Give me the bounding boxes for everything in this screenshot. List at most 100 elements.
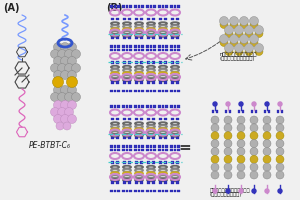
Bar [140, 18, 143, 20]
Circle shape [68, 114, 76, 123]
Bar [176, 81, 179, 84]
Circle shape [263, 147, 271, 155]
Circle shape [245, 47, 253, 55]
Circle shape [237, 147, 245, 155]
Bar [147, 161, 150, 164]
Bar [117, 105, 120, 108]
Circle shape [224, 116, 232, 124]
Bar [128, 161, 131, 164]
Circle shape [237, 163, 245, 171]
Bar [165, 48, 168, 51]
Circle shape [71, 49, 80, 58]
Bar [129, 45, 132, 47]
Bar [174, 90, 176, 92]
Bar [162, 5, 164, 7]
Bar [128, 181, 131, 184]
Circle shape [244, 25, 253, 34]
Bar [177, 190, 180, 192]
Bar [177, 45, 180, 47]
Bar [162, 190, 164, 192]
Bar [135, 181, 138, 184]
Bar [140, 136, 143, 139]
Bar [122, 48, 125, 51]
Circle shape [263, 124, 271, 132]
Bar [153, 5, 156, 7]
Circle shape [224, 25, 233, 34]
Circle shape [276, 155, 284, 163]
Bar [140, 181, 143, 184]
Circle shape [237, 171, 245, 179]
Bar [153, 148, 156, 151]
Circle shape [50, 92, 59, 102]
Circle shape [213, 189, 217, 193]
Bar [171, 181, 174, 184]
Bar [141, 48, 144, 51]
Circle shape [250, 38, 258, 46]
Circle shape [250, 21, 258, 28]
Bar [117, 90, 120, 92]
Bar [176, 161, 179, 164]
Bar [162, 148, 164, 151]
Bar [177, 148, 180, 151]
Bar [171, 117, 174, 120]
Bar [162, 48, 164, 51]
Circle shape [250, 124, 258, 132]
Bar [170, 45, 173, 47]
Circle shape [263, 163, 271, 171]
Bar [251, 110, 253, 112]
Bar [126, 5, 128, 7]
Bar [140, 81, 143, 84]
Bar [264, 110, 266, 112]
Circle shape [250, 132, 258, 140]
Bar [159, 18, 162, 20]
Circle shape [53, 43, 62, 51]
Bar [129, 105, 132, 108]
Text: (A): (A) [3, 3, 20, 13]
Circle shape [53, 86, 62, 95]
Bar [146, 48, 149, 51]
Circle shape [276, 147, 284, 155]
Circle shape [244, 44, 253, 52]
Bar [123, 181, 126, 184]
Circle shape [265, 189, 269, 193]
Bar [114, 45, 116, 47]
Text: (ディスオーダー構造): (ディスオーダー構造) [210, 192, 242, 197]
Circle shape [263, 132, 271, 140]
Circle shape [68, 43, 76, 51]
Bar [164, 36, 167, 39]
Circle shape [250, 171, 258, 179]
Bar [158, 48, 161, 51]
Circle shape [58, 92, 67, 102]
Bar [128, 61, 131, 64]
Bar [242, 110, 244, 112]
Bar [152, 61, 155, 64]
Bar [164, 181, 167, 184]
Bar [134, 48, 137, 51]
Circle shape [68, 86, 76, 95]
Bar [134, 5, 137, 7]
Bar [138, 48, 140, 51]
Bar [140, 117, 143, 120]
Circle shape [276, 163, 284, 171]
Circle shape [240, 21, 248, 28]
Circle shape [254, 25, 263, 34]
Bar [225, 110, 227, 112]
Bar [158, 190, 161, 192]
Bar [114, 90, 116, 92]
Circle shape [235, 25, 244, 34]
Circle shape [220, 21, 228, 28]
Bar [138, 105, 140, 108]
Bar [229, 110, 231, 112]
Circle shape [254, 44, 263, 52]
Bar [171, 161, 174, 164]
Circle shape [52, 76, 64, 88]
Circle shape [71, 64, 80, 72]
Bar [123, 161, 126, 164]
Bar [255, 110, 257, 112]
Bar [170, 48, 173, 51]
Bar [216, 110, 218, 112]
Bar [150, 105, 152, 108]
Circle shape [237, 132, 245, 140]
Circle shape [58, 108, 67, 116]
Bar [114, 48, 116, 51]
